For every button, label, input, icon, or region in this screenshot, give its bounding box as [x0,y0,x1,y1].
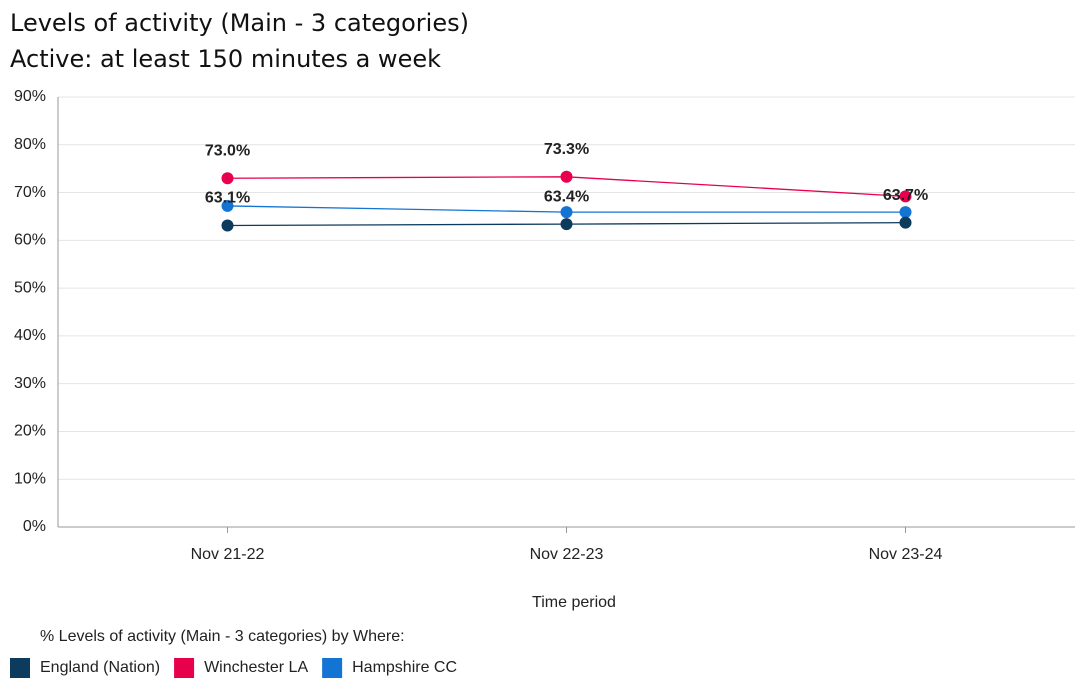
point [560,206,573,219]
y-tick-label: 0% [23,518,46,535]
y-tick-label: 80% [14,136,46,153]
point [221,172,234,185]
y-tick-label: 90% [14,88,46,105]
y-tick-label: 60% [14,232,46,249]
legend-label: England (Nation) [40,659,160,676]
y-tick-label: 50% [14,279,46,296]
legend-swatch [10,658,30,678]
data-label: 63.7% [883,187,928,204]
chart-title: Levels of activity (Main - 3 categories) [10,9,469,37]
y-tick-label: 70% [14,184,46,201]
point [899,216,912,229]
y-tick-label: 10% [14,470,46,487]
x-tick-label: Nov 21-22 [191,546,265,563]
legend-label: Hampshire CC [352,659,457,676]
data-label: 63.1% [205,190,250,207]
point [560,218,573,231]
chart-subtitle: Active: at least 150 minutes a week [10,45,441,73]
x-tick-label: Nov 23-24 [869,546,943,563]
legend-swatch [322,658,343,678]
x-tick-label: Nov 22-23 [530,546,604,563]
point [221,199,234,212]
point [899,206,912,219]
legend-title: % Levels of activity (Main - 3 categorie… [40,628,405,645]
point [899,190,912,203]
x-axis-label: Time period [532,594,616,611]
y-tick-label: 40% [14,327,46,344]
legend-label: Winchester LA [204,659,308,676]
point [221,219,234,232]
y-tick-label: 20% [14,423,46,440]
data-label: 63.4% [544,188,589,205]
point [560,170,573,183]
legend-swatch [174,658,195,678]
data-label: 73.3% [544,141,589,158]
data-label: 73.0% [205,142,250,159]
y-tick-label: 30% [14,375,46,392]
